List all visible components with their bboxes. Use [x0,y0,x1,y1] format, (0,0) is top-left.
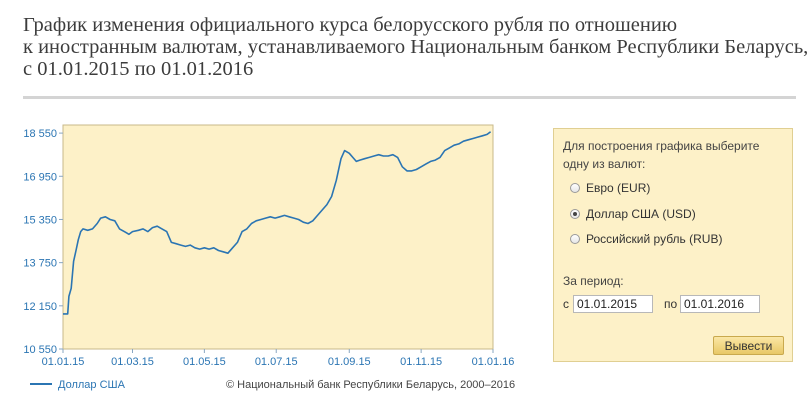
from-date-input[interactable] [573,295,653,313]
to-label: по [664,297,678,311]
x-tick-label: 01.05.15 [183,356,226,368]
y-tick-label: 12 150 [23,301,57,313]
y-tick-label: 13 750 [23,258,57,270]
y-tick-label: 16 950 [23,171,57,183]
page-title: График изменения официального курса бело… [23,14,808,80]
series-line-usd [63,131,492,315]
currency-option-usd[interactable]: Доллар США (USD) [570,207,696,221]
x-tick-label: 01.09.15 [328,356,371,368]
currency-label-usd: Доллар США (USD) [586,207,696,221]
plot-area [62,124,494,350]
x-tick-label: 01.01.15 [42,356,85,368]
from-label: с [563,297,569,311]
legend-label-usd: Доллар США [58,379,126,391]
copyright-note: © Национальный банк Республики Беларусь,… [226,379,515,391]
currency-option-eur[interactable]: Евро (EUR) [570,181,650,195]
x-tick-label: 01.11.15 [400,356,442,368]
rate-chart-svg: 10 550 12 150 13 750 15 350 16 950 18 550 01.0… [23,124,515,391]
title-line-2: к иностранным валютам, устанавливаемого … [23,36,808,58]
x-tick-label: 01.01.16 [472,356,515,368]
x-tick-label: 01.03.15 [111,356,154,368]
currency-option-rub[interactable]: Российский рубль (RUB) [570,232,722,246]
title-line-1: График изменения официального курса бело… [23,14,678,36]
y-tick-label: 10 550 [23,344,57,356]
currency-label-rub: Российский рубль (RUB) [586,232,723,246]
title-line-3: с 01.01.2015 по 01.01.2016 [23,58,254,80]
currency-prompt: Для построения графика выберите одну из … [563,139,760,171]
radio-rub[interactable] [570,234,580,244]
rate-chart: 10 550 12 150 13 750 15 350 16 950 18 550 01.0… [0,106,550,406]
radio-eur[interactable] [570,183,580,193]
x-tick-label: 01.07.15 [255,356,298,368]
radio-usd[interactable] [570,209,580,219]
currency-label-eur: Евро (EUR) [586,181,651,195]
period-label: За период: [563,274,624,288]
submit-button[interactable]: Вывести [713,336,784,355]
y-tick-label: 15 350 [23,214,57,226]
title-divider [23,96,796,99]
to-date-input[interactable] [680,295,760,313]
y-tick-label: 18 550 [23,128,57,140]
currency-panel: Для построения графика выберите одну из … [553,128,793,362]
